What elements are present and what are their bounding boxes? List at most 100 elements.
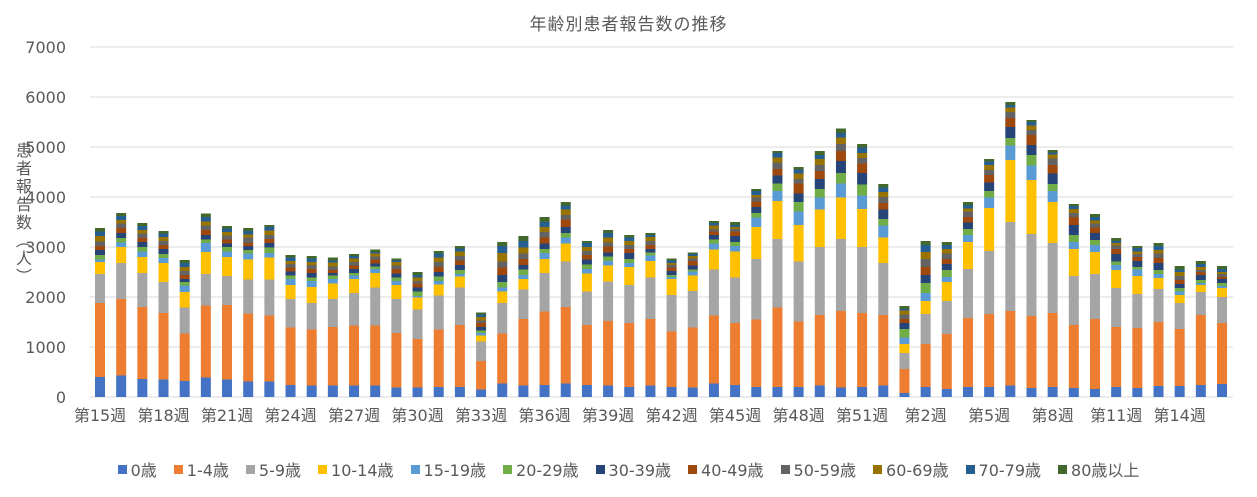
bar-segment-80歳以上 — [412, 272, 423, 275]
bar-segment-50-59歳 — [772, 162, 783, 169]
bar-segment-10-14歳 — [730, 251, 741, 278]
bar-segment-20-29歳 — [899, 329, 910, 338]
bar-segment-15-19歳 — [708, 243, 719, 250]
bar-segment-0歳 — [751, 387, 762, 397]
bar-segment-40-49歳 — [793, 183, 804, 194]
bar-segment-50-59歳 — [1111, 245, 1122, 249]
bar-segment-70-79歳 — [306, 258, 317, 262]
bar-segment-0歳 — [158, 379, 169, 397]
x-tick-label: 第33週 — [455, 406, 507, 425]
bar-segment-20-29歳 — [1132, 267, 1143, 270]
bar-segment-60-69歳 — [751, 195, 762, 198]
bar-segment-60-69歳 — [1174, 272, 1185, 276]
bar-segment-10-14歳 — [476, 335, 487, 342]
bar-segment-15-19歳 — [1132, 269, 1143, 276]
bar-segment-60-69歳 — [814, 159, 825, 165]
bar-segment-20-29歳 — [391, 277, 402, 281]
bar-segment-30-39歳 — [835, 161, 846, 173]
bar-segment-50-59歳 — [1153, 253, 1164, 258]
bar-segment-10-14歳 — [285, 285, 296, 299]
bar-segment-40-49歳 — [285, 267, 296, 272]
bar-segment-70-79歳 — [1111, 241, 1122, 243]
bar-segment-15-19歳 — [645, 255, 656, 261]
bar-segment-80歳以上 — [1111, 238, 1122, 241]
bar-segment-80歳以上 — [433, 251, 444, 254]
bar-segment-10-14歳 — [454, 276, 465, 288]
bar-segment-15-19歳 — [920, 293, 931, 301]
bar-segment-1-4歳 — [814, 315, 825, 386]
bar-segment-40-49歳 — [412, 283, 423, 288]
bar-segment-80歳以上 — [878, 184, 889, 188]
bar-segment-5-9歳 — [793, 261, 804, 322]
bar-segment-70-79歳 — [412, 275, 423, 278]
bar-segment-80歳以上 — [687, 252, 698, 254]
bar-segment-40-49歳 — [1089, 227, 1100, 233]
bar-segment-80歳以上 — [497, 242, 508, 246]
bar-segment-40-49歳 — [264, 239, 275, 243]
bar-segment-50-59歳 — [560, 215, 571, 220]
bar-segment-70-79歳 — [581, 243, 592, 247]
bar-segment-0歳 — [793, 387, 804, 397]
bar-segment-1-4歳 — [179, 333, 190, 381]
bar-segment-10-14歳 — [687, 275, 698, 291]
bar-segment-50-59歳 — [539, 232, 550, 238]
bar-segment-30-39歳 — [200, 235, 211, 240]
bar-segment-30-39歳 — [1217, 279, 1228, 283]
bar-segment-70-79歳 — [158, 233, 169, 237]
bar-segment-30-39歳 — [243, 246, 254, 250]
bar-segment-10-14歳 — [116, 247, 127, 263]
bar-segment-10-14歳 — [179, 292, 190, 308]
bar-segment-15-19歳 — [603, 261, 614, 266]
bar-segment-70-79歳 — [560, 205, 571, 210]
legend-label: 0歳 — [130, 461, 157, 480]
bar-segment-40-49歳 — [878, 203, 889, 210]
bar-segment-20-29歳 — [751, 213, 762, 218]
bar-segment-15-19歳 — [327, 279, 338, 284]
bar-segment-1-4歳 — [306, 329, 317, 386]
bar-segment-1-4歳 — [285, 327, 296, 385]
bar-segment-80歳以上 — [962, 202, 973, 205]
bar-segment-50-59歳 — [666, 265, 677, 268]
bar-segment-15-19歳 — [666, 277, 677, 279]
bar-segment-0歳 — [1068, 388, 1079, 397]
bar-segment-40-49歳 — [518, 259, 529, 265]
bar-segment-0歳 — [624, 387, 635, 397]
bar-segment-15-19歳 — [412, 296, 423, 298]
bar-segment-10-14歳 — [899, 344, 910, 353]
bar-segment-50-59歳 — [200, 225, 211, 230]
bar-segment-60-69歳 — [1068, 209, 1079, 213]
y-tick-label: 4000 — [25, 188, 66, 207]
bar-segment-60-69歳 — [264, 230, 275, 235]
bar-segment-1-4歳 — [624, 323, 635, 387]
bar-segment-0歳 — [454, 387, 465, 397]
bar-segment-5-9歳 — [962, 269, 973, 318]
bar-segment-40-49歳 — [962, 217, 973, 223]
bar-segment-40-49歳 — [497, 267, 508, 275]
bar-segment-60-69歳 — [1217, 272, 1228, 274]
bar-segment-5-9歳 — [1153, 289, 1164, 322]
bar-segment-30-39歳 — [264, 243, 275, 248]
bar-segment-50-59歳 — [920, 259, 931, 267]
bar-segment-70-79歳 — [1005, 105, 1016, 108]
bar-segment-60-69歳 — [454, 251, 465, 256]
legend-item: 20-29歳 — [503, 457, 579, 481]
bar-segment-1-4歳 — [666, 331, 677, 387]
bar-segment-5-9歳 — [1174, 303, 1185, 329]
bar-segment-20-29歳 — [772, 183, 783, 191]
bar-segment-30-39歳 — [412, 287, 423, 292]
bar-segment-0歳 — [349, 385, 360, 397]
bar-segment-1-4歳 — [433, 329, 444, 387]
bar-segment-50-59歳 — [687, 258, 698, 261]
bar-segment-10-14歳 — [941, 282, 952, 301]
bar-segment-70-79歳 — [751, 191, 762, 195]
bar-segment-50-59歳 — [941, 253, 952, 259]
bar-segment-70-79歳 — [920, 245, 931, 252]
bar-segment-1-4歳 — [243, 313, 254, 382]
bar-segment-30-39歳 — [370, 263, 381, 267]
bar-segment-1-4歳 — [158, 313, 169, 380]
bar-segment-40-49歳 — [433, 267, 444, 272]
bar-segment-5-9歳 — [518, 289, 529, 319]
legend-item: 0歳 — [117, 457, 157, 481]
bar-segment-70-79歳 — [1132, 248, 1143, 252]
bar-segment-20-29歳 — [1111, 261, 1122, 265]
